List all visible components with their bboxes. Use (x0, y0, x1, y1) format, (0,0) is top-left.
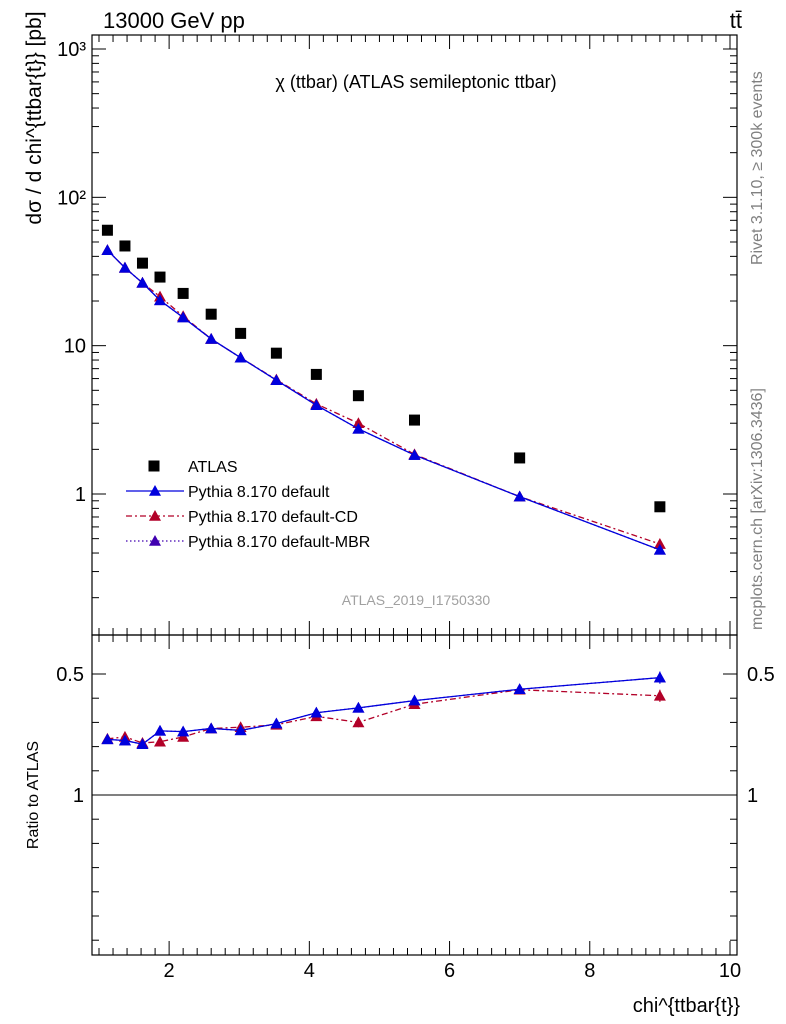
atlas-point (270, 347, 282, 359)
atlas-point (177, 287, 189, 299)
x-tick-label: 4 (304, 960, 315, 982)
series-point (136, 276, 149, 288)
x-tick-label: 2 (164, 960, 175, 982)
series-point (653, 538, 666, 549)
atlas-point (409, 414, 420, 426)
legend-marker (149, 510, 161, 521)
atlas-point (235, 327, 247, 339)
ratio-axes: 0.50.51122246810 (56, 635, 775, 982)
ratio-series-point (136, 738, 149, 749)
series-point (352, 417, 365, 429)
atlas-point (205, 308, 217, 320)
ratio-series-point (270, 717, 283, 729)
main-panel: 1 10 10² 10³ χ (ttbar) (ATLAS semileptonic … (23, 11, 738, 636)
main-data-marks (101, 224, 666, 555)
legend-marker (149, 535, 161, 546)
ratio-series-point (101, 733, 114, 745)
ratio-series-point (513, 683, 526, 695)
ratio-y-tick-label-right: 0.5 (747, 664, 775, 686)
series-point (310, 399, 323, 410)
ratio-y-axis-label: Ratio to ATLAS (25, 741, 42, 849)
ratio-series-point (205, 722, 218, 734)
ratio-y-tick-label: 0.5 (56, 664, 84, 686)
legend-label: ATLAS (188, 459, 238, 476)
series-line (106, 249, 661, 551)
main-y-axis-label: dσ / d chi^{ttbar{t}} [pb] (23, 11, 46, 224)
series-point (270, 374, 283, 386)
ratio-series-point (653, 671, 666, 683)
ratio-series-point (352, 701, 365, 713)
series-point (408, 449, 421, 460)
ratio-series-point (408, 694, 421, 706)
atlas-point (654, 501, 666, 513)
atlas-point (514, 452, 526, 464)
y-tick-label: 1 (75, 484, 86, 506)
main-axes: 1 10 10² 10³ (57, 35, 737, 635)
series-point (177, 311, 190, 323)
y-tick-label: 10² (57, 187, 86, 209)
main-ylabel: dσ / d chi^{ttbar{t}} [pb] (23, 11, 46, 224)
ratio-series-point (118, 734, 131, 746)
ratio-panel: 0.50.51122246810 Ratio to ATLAS (25, 634, 775, 982)
atlas-point (352, 390, 364, 402)
ratio-ylabel: Ratio to ATLAS (25, 741, 42, 849)
rivet-label: Rivet 3.1.10, ≥ 300k events (749, 71, 766, 265)
ratio-y-tick-label-right: 1 (747, 785, 758, 807)
ratio-series-point (352, 716, 365, 728)
series-point (205, 332, 218, 344)
atlas-point (136, 257, 148, 269)
y-tick-label: 10 (64, 336, 86, 358)
x-tick-label: 8 (584, 960, 595, 982)
ratio-series-point (234, 724, 247, 736)
series-point (118, 261, 131, 273)
x-axis-label: chi^{ttbar{t}} (633, 995, 741, 1017)
series-point (154, 294, 167, 306)
series-point (653, 543, 666, 555)
process-label: tt̄ (730, 8, 742, 33)
ratio-series-point (154, 724, 167, 736)
legend-label: Pythia 8.170 default-MBR (188, 534, 370, 551)
ratio-series-point (177, 725, 190, 737)
ratio-series-point (653, 689, 666, 701)
x-tick-label: 6 (444, 960, 455, 982)
legend-marker (149, 485, 161, 496)
mcplots-label: mcplots.cern.ch [arXiv:1306.3436] (749, 388, 766, 630)
legend: ATLAS Pythia 8.170 default Pythia 8.170 de… (126, 459, 370, 551)
x-tick-label: 10 (719, 960, 741, 982)
legend-label: Pythia 8.170 default (188, 484, 330, 501)
ratio-y-tick-label: 1 (73, 785, 84, 807)
atlas-point (119, 240, 131, 252)
legend-label: Pythia 8.170 default-CD (188, 509, 358, 526)
ratio-series-line (107, 689, 660, 744)
legend-marker (148, 460, 160, 472)
y-tick-label: 10³ (57, 39, 86, 61)
atlas-point (154, 271, 166, 283)
series-line (106, 249, 661, 551)
atlas-point (310, 368, 322, 380)
ratio-series-point (310, 706, 323, 718)
energy-label: 13000 GeV pp (103, 8, 245, 33)
ratio-series-point (154, 735, 167, 747)
series-point (352, 422, 365, 434)
ratio-data-marks (101, 671, 666, 749)
series-point (101, 244, 114, 256)
analysis-id: ATLAS_2019_I1750330 (342, 592, 491, 608)
atlas-point (101, 224, 113, 236)
main-title: χ (ttbar) (ATLAS semileptonic ttbar) (275, 72, 556, 92)
series-point (234, 351, 247, 363)
series-point (513, 490, 526, 502)
